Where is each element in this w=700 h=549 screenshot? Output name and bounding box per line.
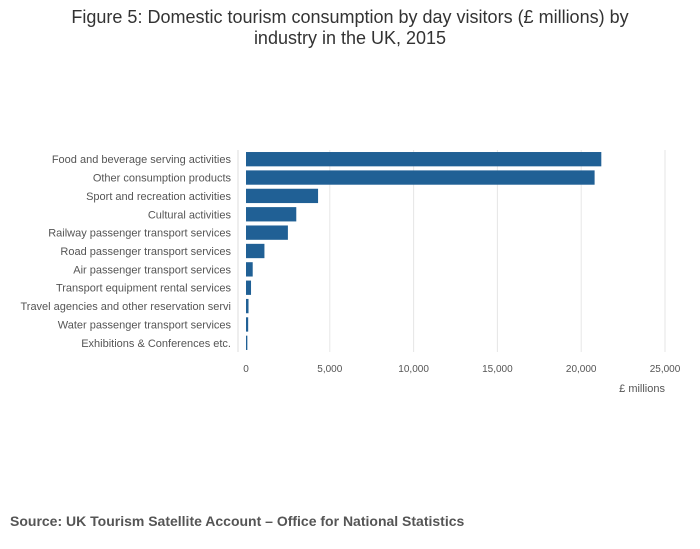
category-label: Cultural activities <box>148 209 232 221</box>
bar <box>246 262 253 277</box>
bar <box>246 152 602 167</box>
bar <box>246 298 249 314</box>
category-label: Road passenger transport services <box>60 246 231 258</box>
source-note: Source: UK Tourism Satellite Account – O… <box>10 513 465 529</box>
category-label: Transport equipment rental services <box>56 283 232 295</box>
category-label: Sport and recreation activities <box>86 191 231 203</box>
category-label: Air passenger transport services <box>73 264 231 276</box>
x-tick-label: 10,000 <box>398 364 429 375</box>
x-tick-label: 20,000 <box>566 364 597 375</box>
bar <box>246 170 595 185</box>
bar <box>246 317 249 332</box>
category-label: Water passenger transport services <box>58 319 232 331</box>
category-labels: Food and beverage serving activities Othe… <box>20 154 231 350</box>
bars <box>246 152 602 350</box>
category-label: Railway passenger transport services <box>48 228 231 240</box>
x-tick-label: 5,000 <box>317 364 342 375</box>
category-label: Other consumption products <box>93 173 232 185</box>
bar <box>246 207 297 222</box>
x-tick-label: 25,000 <box>650 364 681 375</box>
bar <box>246 225 288 240</box>
chart-title-line-1: Figure 5: Domestic tourism consumption b… <box>71 7 629 27</box>
x-axis-title: £ millions <box>619 383 665 395</box>
x-tick-label: 0 <box>243 364 249 375</box>
x-tick-label: 15,000 <box>482 364 513 375</box>
category-label: Travel agencies and other reservation se… <box>20 301 231 313</box>
category-label: Food and beverage serving activities <box>52 154 232 166</box>
bar <box>246 243 265 259</box>
chart-title: Figure 5: Domestic tourism consumption b… <box>0 7 700 49</box>
x-axis-ticks: 0 5,000 10,000 15,000 20,000 25,000 <box>243 364 681 375</box>
bar <box>246 335 248 350</box>
chart-title-line-2: industry in the UK, 2015 <box>253 28 447 48</box>
bar <box>246 280 252 295</box>
bar <box>246 188 319 204</box>
category-label: Exhibitions & Conferences etc. <box>81 338 231 350</box>
